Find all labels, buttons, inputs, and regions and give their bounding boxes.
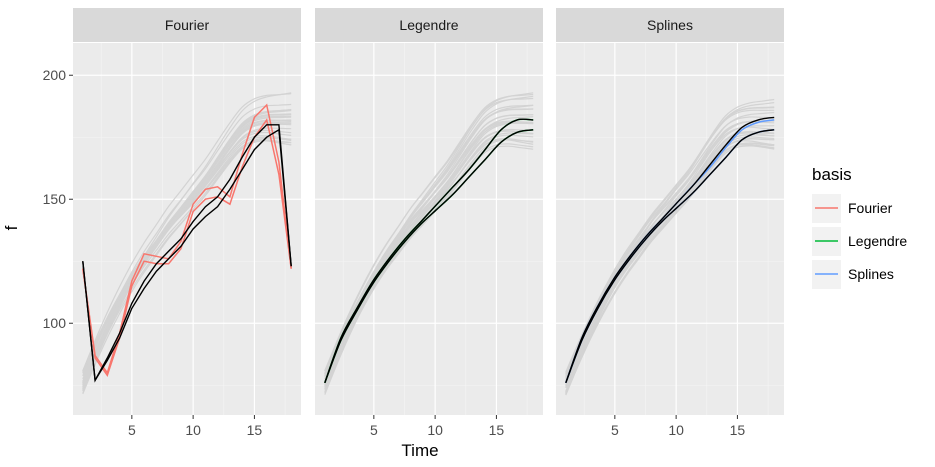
x-tick-label: 5 xyxy=(611,422,619,438)
legend-entry-label: Legendre xyxy=(848,233,907,249)
facet-strip xyxy=(556,8,784,42)
facet-strip-label: Splines xyxy=(647,17,693,33)
x-tick-label: 10 xyxy=(427,422,443,438)
x-axis-title: Time xyxy=(401,441,438,460)
background-series-line xyxy=(82,103,292,380)
panel-fourier: Fourier 5 10 15 xyxy=(73,8,301,438)
background-series-line xyxy=(324,93,534,375)
background-series-line xyxy=(82,121,292,390)
background-series-line xyxy=(82,93,292,372)
y-tick-label: 200 xyxy=(43,67,67,83)
x-tick-label: 10 xyxy=(668,422,684,438)
background-series-line xyxy=(82,116,292,388)
x-tick-label: 15 xyxy=(247,422,263,438)
panels: Fourier 5 10 15 Legendre 5 10 15 Splines 5 10 15 xyxy=(73,8,784,438)
facet-strip xyxy=(73,8,301,42)
y-tick-label: 150 xyxy=(43,191,67,207)
fitted-series-line xyxy=(324,129,534,384)
x-tick-label: 5 xyxy=(128,422,136,438)
x-tick-label: 15 xyxy=(489,422,505,438)
background-series-line xyxy=(324,116,534,395)
legend: basis Fourier Legendre Splines xyxy=(812,165,907,289)
background-series-line xyxy=(565,109,775,374)
panel-splines: Splines 5 10 15 xyxy=(556,8,784,438)
facet-strip-label: Fourier xyxy=(165,17,210,33)
panel-legendre: Legendre 5 10 15 xyxy=(315,8,543,438)
background-series-line xyxy=(324,120,534,374)
y-tick-label: 100 xyxy=(43,315,67,331)
highlight-series-line xyxy=(82,103,292,375)
x-tick-label: 5 xyxy=(370,422,378,438)
x-tick-label: 15 xyxy=(730,422,746,438)
background-series-line xyxy=(82,137,292,395)
background-series-line xyxy=(324,139,534,371)
fitted-series-line xyxy=(565,129,775,384)
facet-strip-label: Legendre xyxy=(399,17,458,33)
fitted-series-line xyxy=(565,116,775,384)
legend-entry-label: Fourier xyxy=(848,200,893,216)
y-axis-title: f xyxy=(2,225,21,230)
facet-strip xyxy=(315,8,543,42)
legend-entry-label: Splines xyxy=(848,266,894,282)
legend-title: basis xyxy=(812,165,852,184)
fitted-series-line xyxy=(82,124,292,383)
panel-background xyxy=(315,43,543,415)
fitted-series-line xyxy=(324,118,534,384)
x-tick-label: 10 xyxy=(185,422,201,438)
background-series-line xyxy=(565,126,775,373)
y-axis: 100 150 200 xyxy=(43,67,73,331)
fitted-series-line xyxy=(82,128,292,383)
background-series-line xyxy=(324,145,534,387)
panel-background xyxy=(556,43,784,415)
background-series-line xyxy=(324,134,534,386)
